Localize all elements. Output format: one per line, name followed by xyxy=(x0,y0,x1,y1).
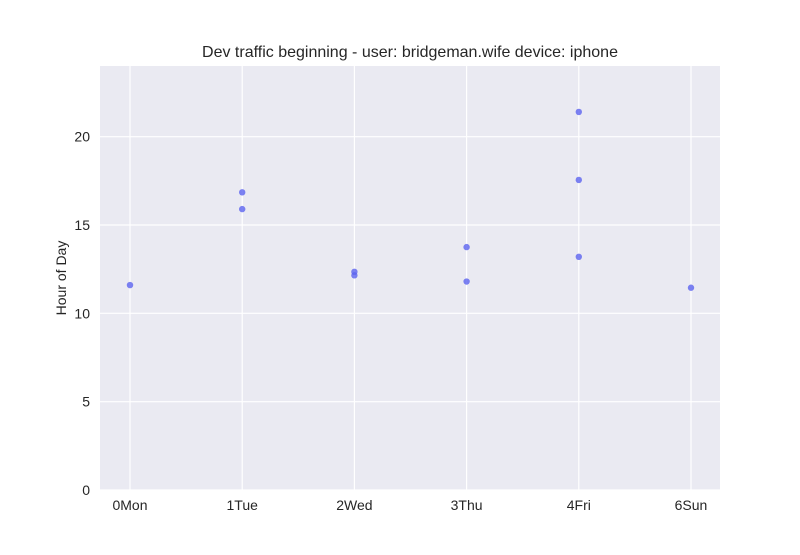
y-tick-label: 0 xyxy=(82,482,90,498)
data-point xyxy=(687,284,695,291)
grid-lines xyxy=(100,66,720,491)
x-tick-label: 0Mon xyxy=(112,497,147,513)
data-points xyxy=(126,108,695,291)
y-tick-label: 10 xyxy=(74,305,90,321)
data-point xyxy=(239,189,246,196)
x-tick-label: 3Thu xyxy=(451,497,483,513)
x-tick-label: 1Tue xyxy=(227,497,259,513)
y-tick-label: 15 xyxy=(74,217,90,233)
x-tick-label: 6Sun xyxy=(675,497,708,513)
data-point xyxy=(351,272,358,279)
data-point xyxy=(575,253,582,260)
data-point xyxy=(126,281,134,289)
y-tick-label: 5 xyxy=(82,394,90,410)
x-tick-labels: 0Mon 1Tue 2Wed 3Thu 4Fri 6Sun xyxy=(112,497,707,513)
chart-title: Dev traffic beginning - user: bridgeman.… xyxy=(202,44,618,61)
data-point xyxy=(239,205,246,213)
x-tick-label: 4Fri xyxy=(567,497,591,513)
plot-area xyxy=(100,66,720,490)
data-point xyxy=(575,176,582,184)
data-point xyxy=(463,243,470,251)
y-tick-labels: 0 5 10 15 20 xyxy=(74,129,90,498)
data-point xyxy=(575,108,582,116)
y-axis-label: Hour of Day xyxy=(53,241,69,316)
x-tick-label: 2Wed xyxy=(336,497,372,513)
data-point xyxy=(463,278,470,285)
y-tick-label: 20 xyxy=(74,129,90,145)
